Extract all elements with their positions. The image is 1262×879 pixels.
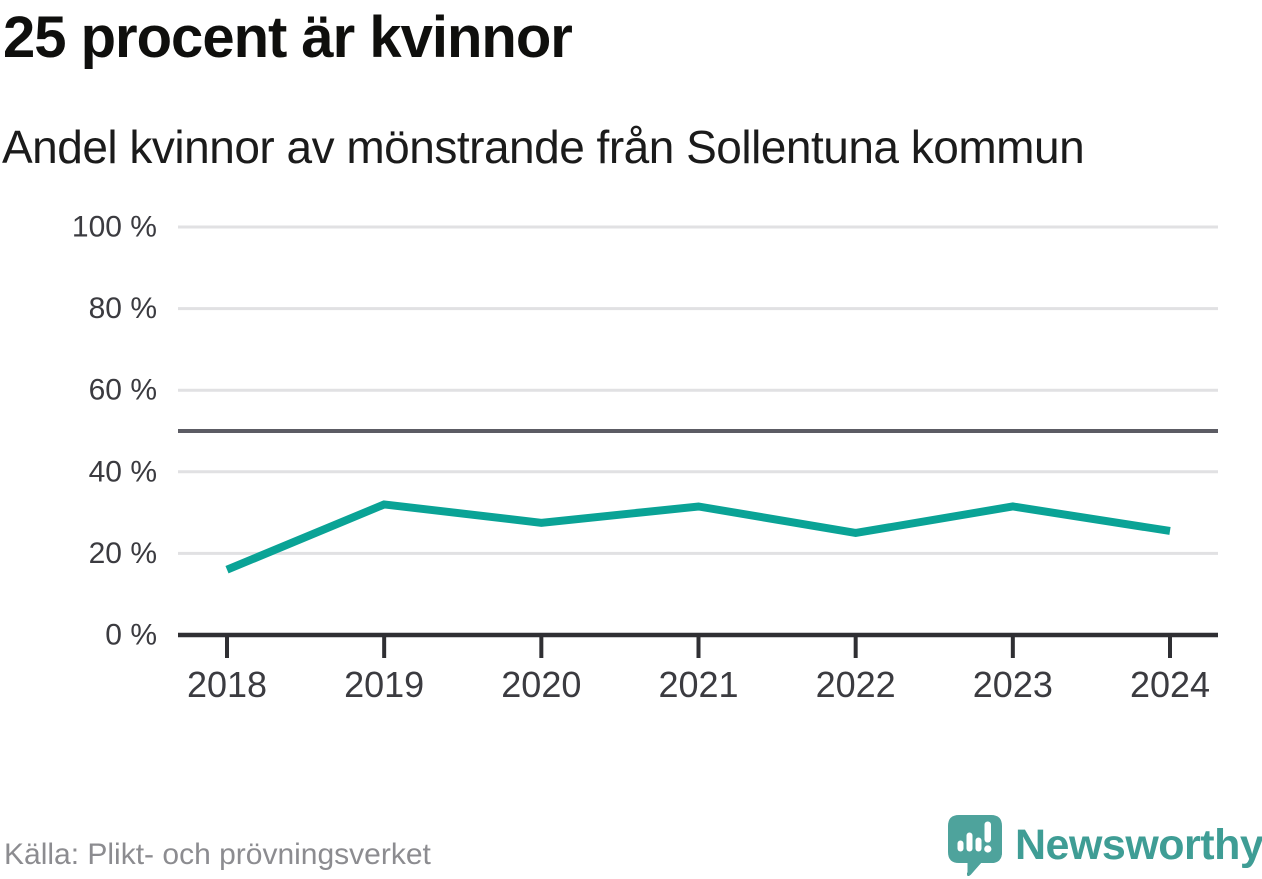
- y-tick-label: 80 %: [89, 292, 157, 325]
- x-tick-label: 2019: [344, 664, 424, 705]
- brand-footer: Newsworthy: [945, 814, 1262, 876]
- source-note: Källa: Plikt- och prövningsverket: [4, 838, 431, 871]
- data-line: [225, 500, 1171, 574]
- y-tick-label: 20 %: [89, 537, 157, 570]
- chart-title: 25 procent är kvinnor: [3, 5, 573, 70]
- x-tick-label: 2023: [973, 664, 1053, 705]
- y-tick-label: 40 %: [89, 455, 157, 488]
- x-tick-label: 2018: [187, 664, 267, 705]
- x-tick-label: 2020: [501, 664, 581, 705]
- newsworthy-logo-icon: [948, 815, 1002, 876]
- brand-name: Newsworthy: [1015, 820, 1262, 869]
- y-tick-label: 100 %: [72, 211, 157, 244]
- x-tick-label: 2024: [1130, 664, 1210, 705]
- y-tick-label: 0 %: [105, 619, 157, 652]
- x-tick-label: 2021: [658, 664, 738, 705]
- chart-subtitle: Andel kvinnor av mönstrande från Sollent…: [2, 121, 1085, 173]
- y-tick-label: 60 %: [89, 374, 157, 407]
- x-tick-label: 2022: [816, 664, 896, 705]
